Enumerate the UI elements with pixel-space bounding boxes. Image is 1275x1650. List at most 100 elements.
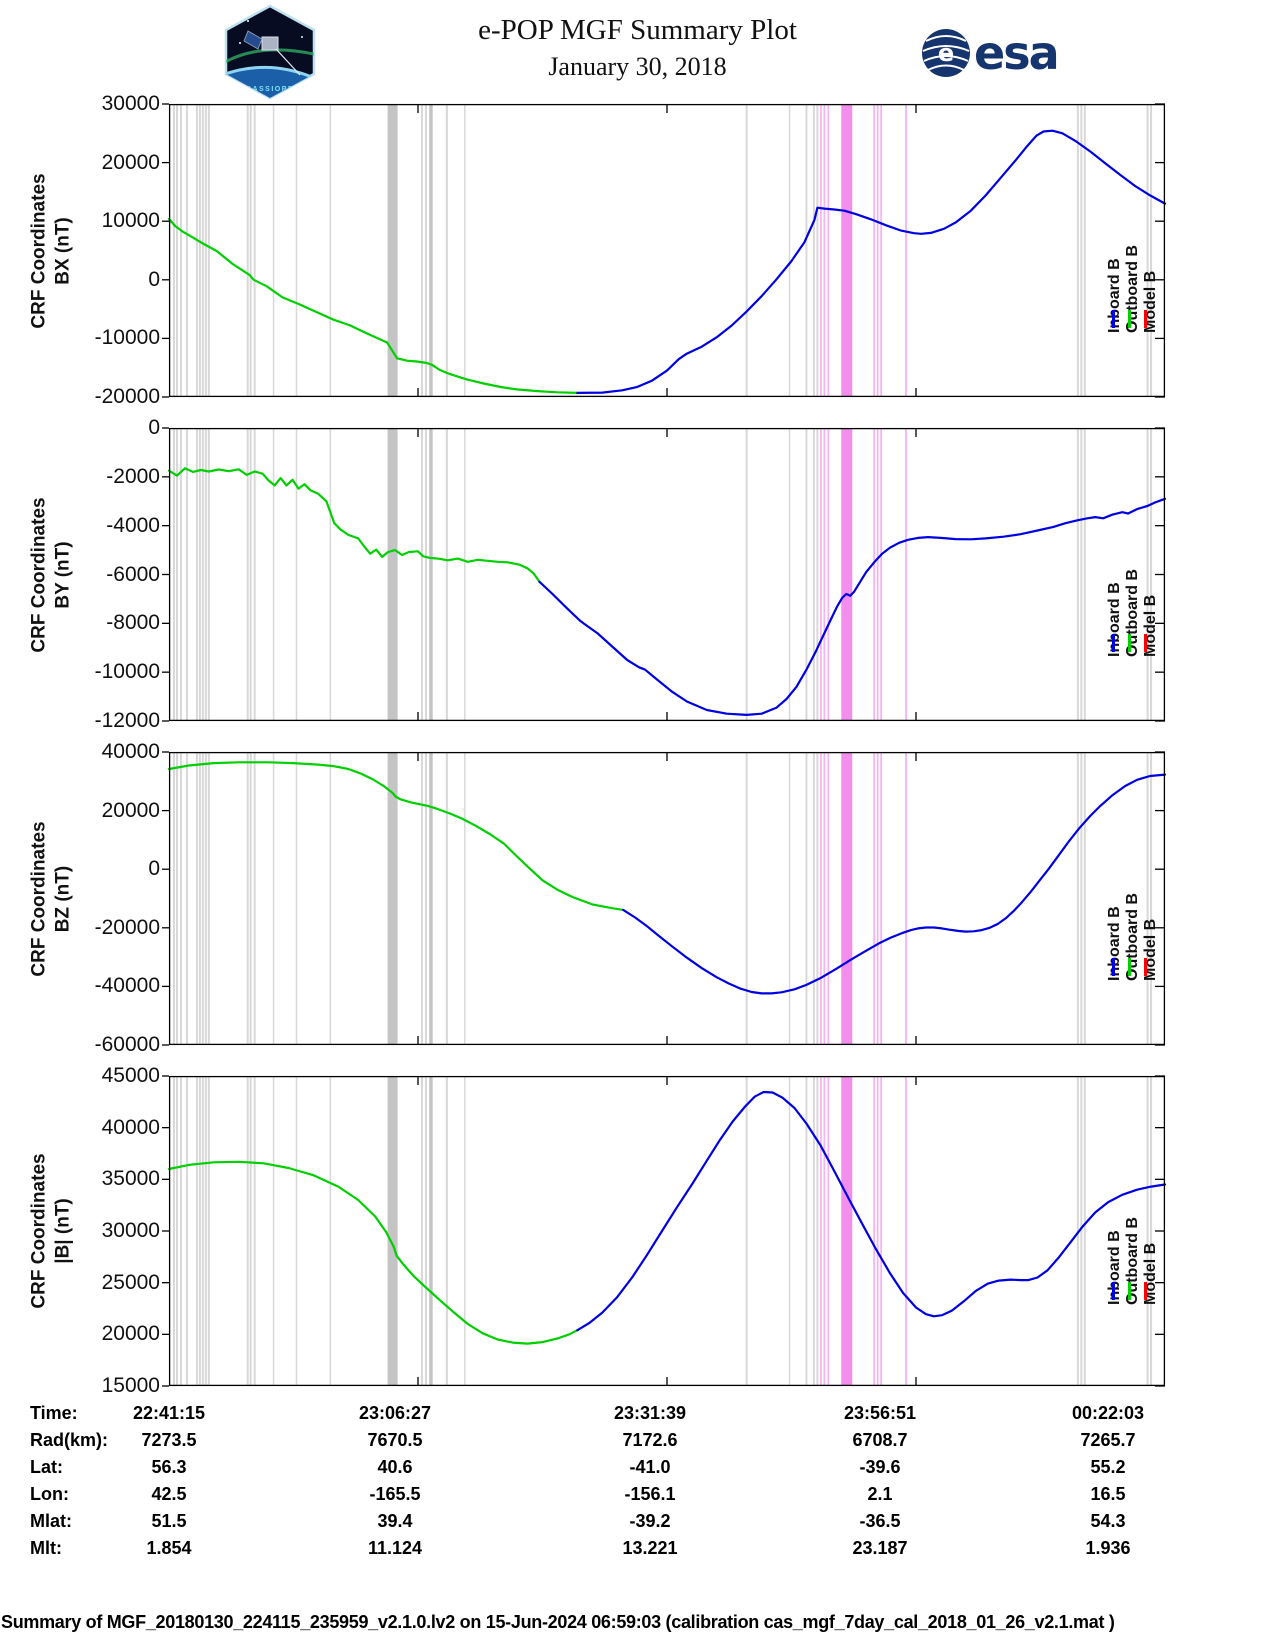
- table-row-label-lon: Lon:: [30, 1484, 69, 1504]
- ytick-bz-20000: 20000: [101, 798, 160, 822]
- table-row-label-lat: Lat:: [30, 1457, 63, 1477]
- ytick-by--2000: -2000: [106, 464, 160, 488]
- table-cell-r4-c2: -39.2: [629, 1511, 671, 1531]
- plot-bmag: [162, 1075, 1167, 1387]
- legend-bx: Inboard B Outboard B Model B: [1106, 245, 1159, 333]
- ytick-bx-0: 0: [148, 267, 160, 291]
- table-cell-r5-c2: 13.221: [622, 1538, 678, 1558]
- table-cell-r1-c3: 6708.7: [852, 1430, 908, 1450]
- table-cell-r0-c0: 22:41:15: [132, 1403, 206, 1423]
- cassiope-mission-patch: CASSIOPE: [218, 3, 322, 106]
- table-cell-r1-c2: 7172.6: [622, 1430, 678, 1450]
- table-cell-r3-c0: 42.5: [151, 1484, 187, 1504]
- ytick-bx-10000: 10000: [101, 209, 160, 233]
- table-cell-r2-c3: -39.6: [859, 1457, 901, 1477]
- table-cell-r0-c4: 00:22:03: [1071, 1403, 1145, 1423]
- ytick-bmag-45000: 45000: [101, 1064, 160, 1087]
- table-cell-r3-c3: 2.1: [867, 1484, 893, 1504]
- series-bz-inboard-b: [622, 773, 1167, 995]
- esa-wordmark: esa: [974, 26, 1060, 80]
- esa-logo: e esa: [920, 26, 1060, 80]
- ytick-bz--20000: -20000: [94, 915, 160, 939]
- legend-swatch-by-0: [1112, 634, 1115, 652]
- series-by-outboard-b: [167, 467, 541, 583]
- table-row-label-time: Time:: [30, 1403, 78, 1423]
- ytick-by--10000: -10000: [94, 660, 160, 684]
- table-cell-r2-c2: -41.0: [629, 1457, 671, 1477]
- series-bx-outboard-b: [167, 217, 579, 394]
- ytick-by--6000: -6000: [106, 562, 160, 586]
- table-cell-r0-c3: 23:56:51: [843, 1403, 917, 1423]
- legend-bmag: Inboard B Outboard B Model B: [1106, 1217, 1159, 1305]
- ytick-bmag-15000: 15000: [101, 1374, 160, 1397]
- ytick-bz-0: 0: [148, 857, 160, 881]
- series-bz-outboard-b: [167, 761, 625, 911]
- ytick-bmag-35000: 35000: [101, 1167, 160, 1191]
- table-cell-r2-c1: 40.6: [377, 1457, 413, 1477]
- table-cell-r1-c1: 7670.5: [367, 1430, 423, 1450]
- table-cell-r4-c4: 54.3: [1090, 1511, 1126, 1531]
- table-cell-r0-c1: 23:06:27: [358, 1403, 432, 1423]
- file-summary-footer: Summary of MGF_20180130_224115_235959_v2…: [1, 1612, 1115, 1632]
- table-row-label-mlt: Mlt:: [30, 1538, 62, 1558]
- legend-swatch-bz-0: [1112, 958, 1115, 976]
- table-cell-r5-c0: 1.854: [146, 1538, 192, 1558]
- table-cell-r2-c4: 55.2: [1090, 1457, 1126, 1477]
- table-cell-r3-c4: 16.5: [1090, 1484, 1126, 1504]
- table-cell-r0-c2: 23:31:39: [613, 1403, 687, 1423]
- legend-by: Inboard B Outboard B Model B: [1106, 569, 1159, 657]
- series-bmag-outboard-b: [167, 1160, 579, 1345]
- ytick-bx-30000: 30000: [101, 92, 160, 115]
- table-cell-r1-c0: 7273.5: [141, 1430, 197, 1450]
- page-title: e-POP MGF Summary Plot: [478, 14, 797, 46]
- table-cell-r1-c4: 7265.7: [1080, 1430, 1136, 1450]
- esa-globe-icon: e: [922, 29, 970, 77]
- cassiope-patch-icon: CASSIOPE: [224, 4, 316, 100]
- ytick-bz-40000: 40000: [101, 740, 160, 763]
- plot-bx: [162, 103, 1167, 398]
- legend-swatch-by-1: [1128, 634, 1131, 652]
- table-cell-r4-c3: -36.5: [859, 1511, 901, 1531]
- table-cell-r2-c0: 56.3: [151, 1457, 187, 1477]
- ytick-bx--20000: -20000: [94, 385, 160, 408]
- legend-swatch-bz-2: [1144, 958, 1147, 976]
- ytick-bz--60000: -60000: [94, 1033, 160, 1056]
- ytick-bx-20000: 20000: [101, 150, 160, 174]
- plot-by: [162, 427, 1167, 722]
- legend-swatch-by-2: [1144, 634, 1147, 652]
- table-cell-r5-c3: 23.187: [852, 1538, 908, 1558]
- legend-swatch-bx-1: [1128, 310, 1131, 328]
- table-cell-r3-c2: -156.1: [624, 1484, 676, 1504]
- table-cell-r5-c4: 1.936: [1085, 1538, 1131, 1558]
- ytick-by--8000: -8000: [106, 611, 160, 635]
- table-cell-r5-c1: 11.124: [367, 1538, 423, 1558]
- ytick-bmag-40000: 40000: [101, 1115, 160, 1139]
- series-bmag-inboard-b: [576, 1090, 1167, 1332]
- ytick-bz--40000: -40000: [94, 974, 160, 998]
- ytick-by--4000: -4000: [106, 513, 160, 537]
- ytick-by--12000: -12000: [94, 709, 160, 732]
- plot-bz: [162, 751, 1167, 1046]
- table-cell-r4-c0: 51.5: [151, 1511, 187, 1531]
- ylabel-bx: CRF Coordinates BX (nT): [28, 172, 74, 329]
- legend-swatch-bz-1: [1128, 958, 1131, 976]
- ytick-bmag-20000: 20000: [101, 1322, 160, 1346]
- legend-swatch-bx-0: [1112, 310, 1115, 328]
- legend-swatch-bx-2: [1144, 310, 1147, 328]
- legend-bz: Inboard B Outboard B Model B: [1106, 893, 1159, 981]
- legend-swatch-bmag-2: [1144, 1282, 1147, 1300]
- ytick-bmag-25000: 25000: [101, 1270, 160, 1294]
- page-date: January 30, 2018: [548, 52, 727, 81]
- table-cell-r3-c1: -165.5: [369, 1484, 421, 1504]
- svg-text:e: e: [938, 39, 954, 67]
- ylabel-bz: CRF Coordinates BZ (nT): [28, 820, 74, 977]
- legend-swatch-bmag-0: [1112, 1282, 1115, 1300]
- series-bx-inboard-b: [576, 129, 1167, 394]
- ytick-bmag-30000: 30000: [101, 1219, 160, 1242]
- table-row-label-radkm: Rad(km):: [30, 1430, 109, 1450]
- series-by-inboard-b: [538, 497, 1167, 716]
- svg-text:CASSIOPE: CASSIOPE: [246, 86, 294, 93]
- legend-swatch-bmag-1: [1128, 1282, 1131, 1300]
- ytick-bx--10000: -10000: [94, 326, 160, 350]
